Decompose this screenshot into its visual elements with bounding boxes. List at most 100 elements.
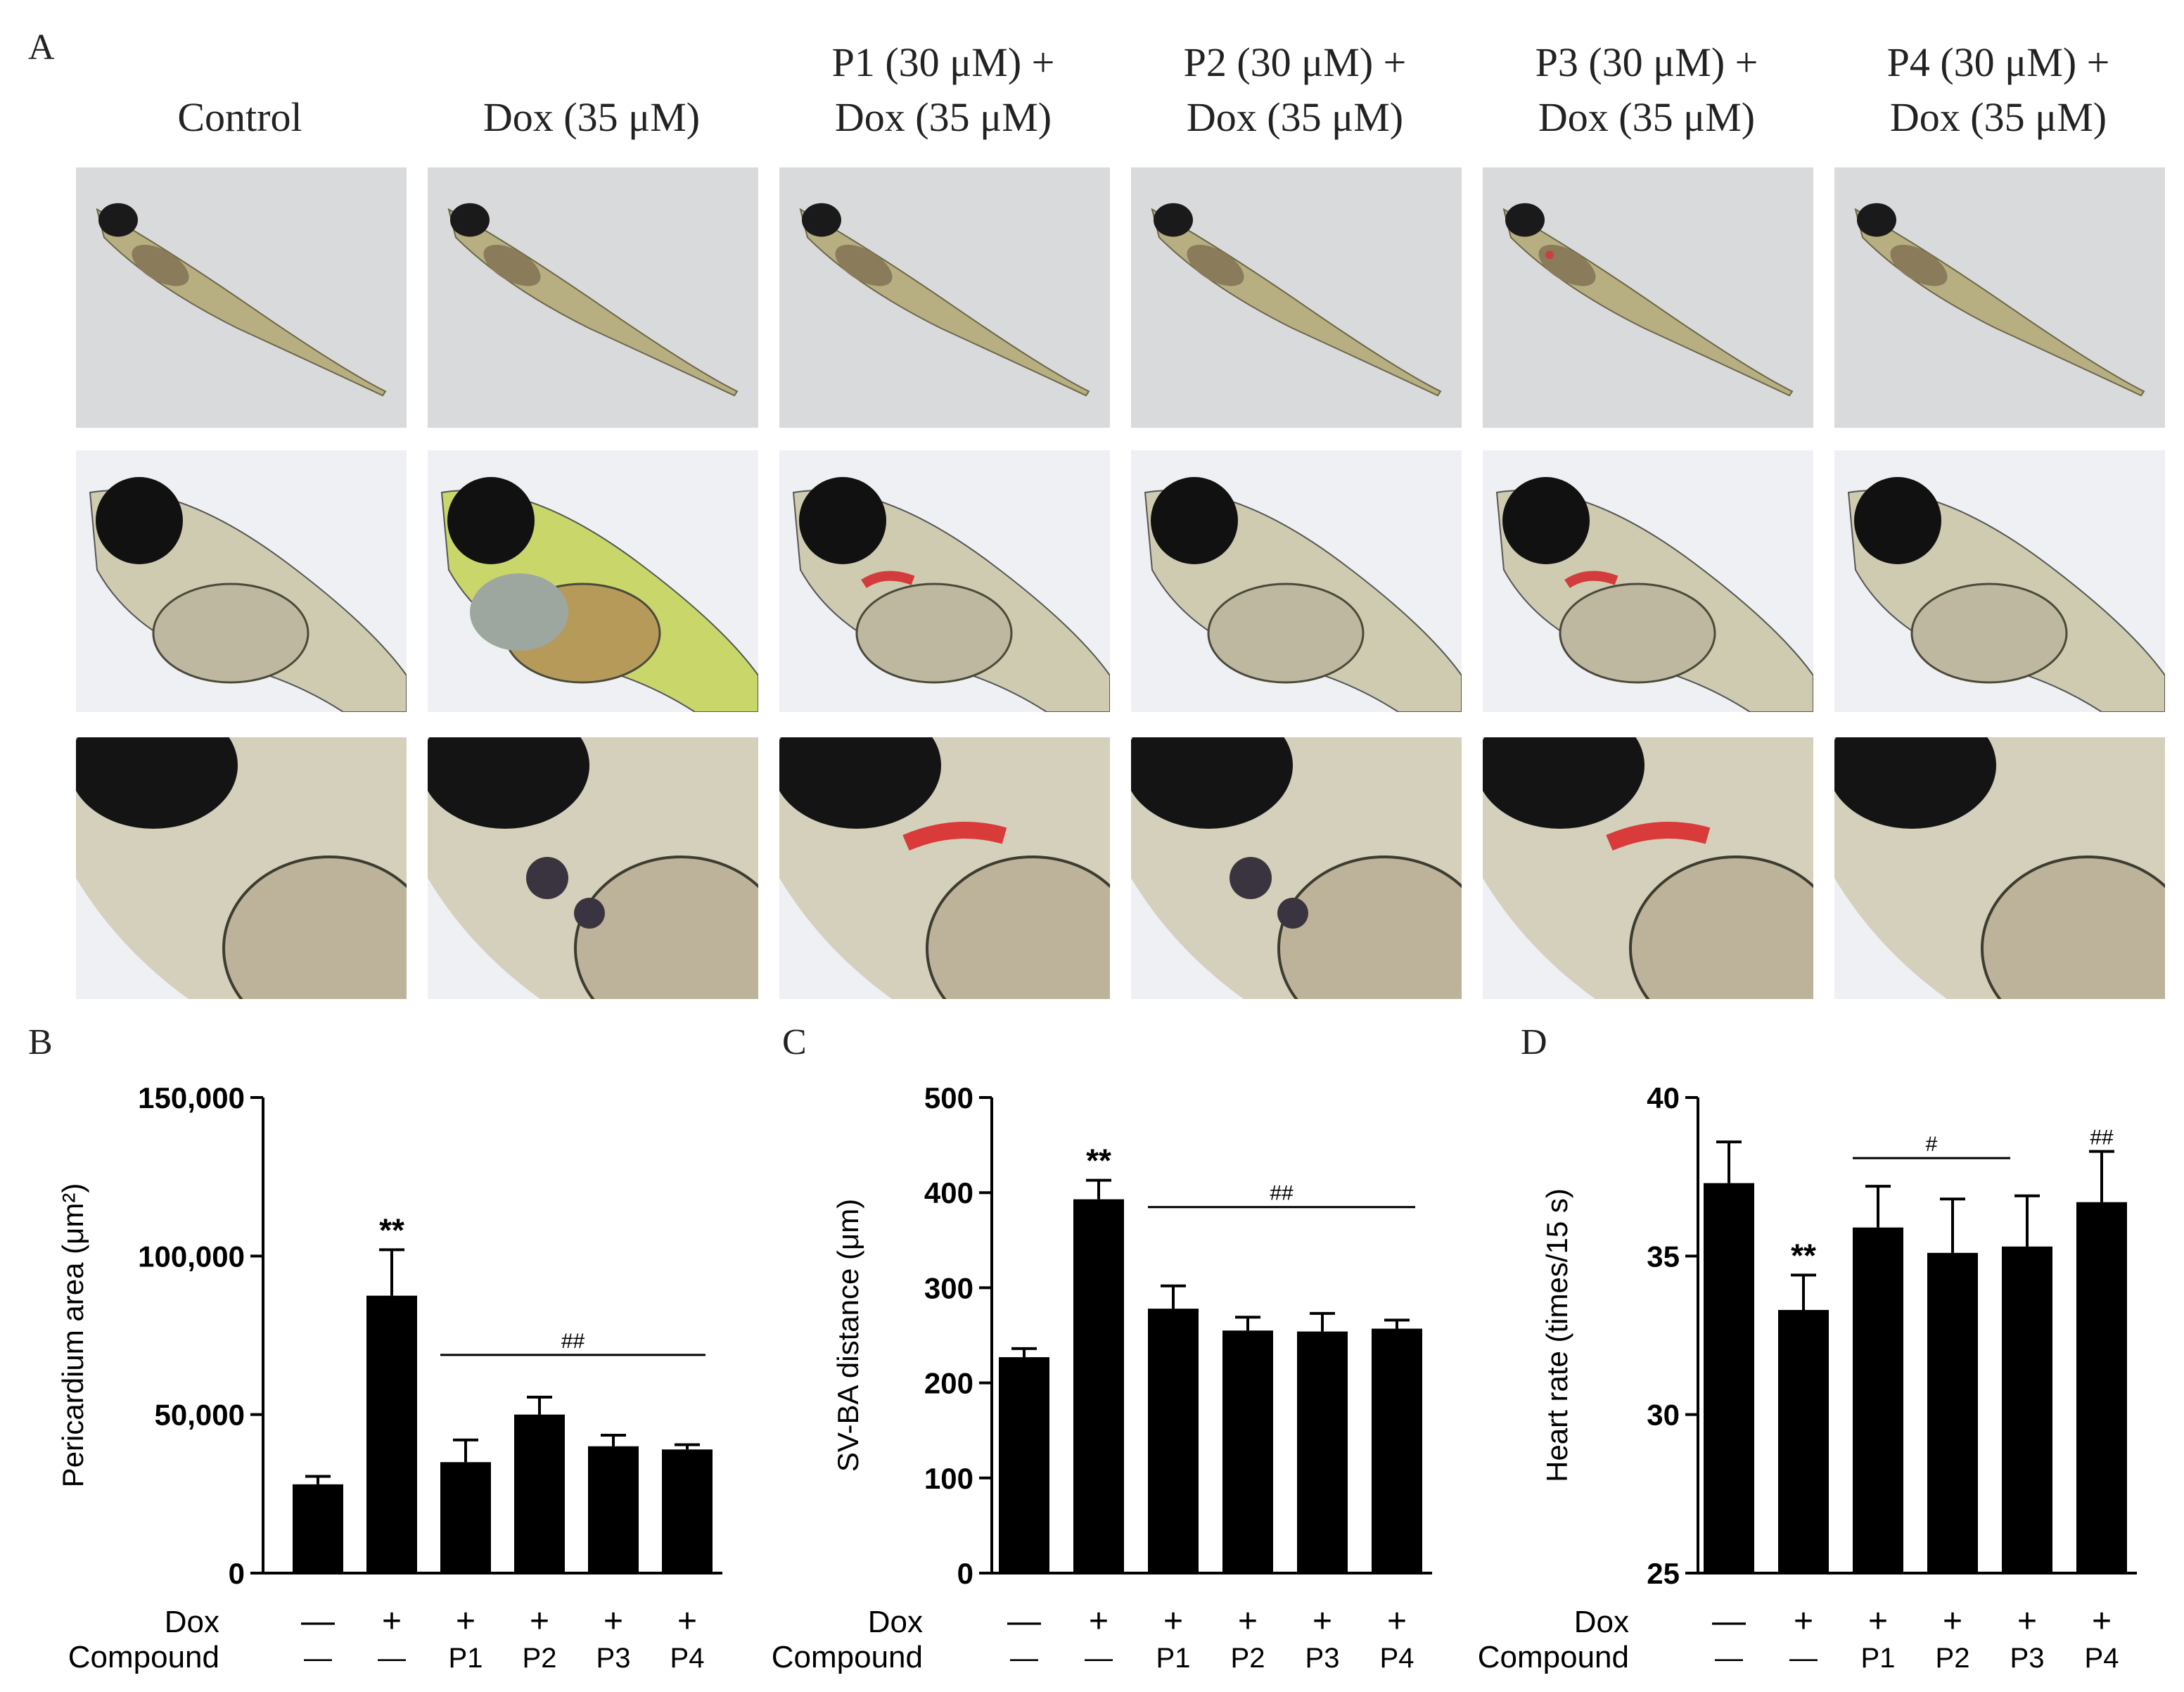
dox-value: — — [1007, 1603, 1041, 1640]
larva-eye — [1131, 737, 1293, 829]
larva-eye — [802, 203, 841, 237]
bar — [1073, 1199, 1124, 1573]
larva-eye — [450, 203, 490, 237]
bar — [662, 1449, 713, 1573]
larva-eye — [76, 737, 238, 829]
column-header-line: P2 (30 μM) + — [1183, 39, 1407, 85]
larva-yolk — [1277, 855, 1462, 999]
pigment-cluster — [1277, 898, 1308, 929]
pericardial-edema — [470, 573, 568, 651]
compound-value: P3 — [2010, 1643, 2045, 1674]
chart-heart-rate: 25 30 35 40 Heart rate (times/15 s) ** ## # Dox C… — [1456, 1027, 2184, 1688]
bar — [1222, 1330, 1273, 1573]
photo-heart-closeup-2 — [428, 737, 758, 999]
photo-head-region-1 — [76, 450, 407, 712]
photo-whole-larva-2 — [428, 167, 758, 428]
chart-pericardium-area: 0 50,000 100,000 150,000 Pericardium area (μ… — [0, 1027, 746, 1688]
compound-value: P4 — [2085, 1643, 2119, 1674]
photo-whole-larva-3 — [779, 167, 1110, 428]
compound-value: P2 — [1936, 1643, 1970, 1674]
photo-whole-larva-1 — [76, 167, 407, 428]
photo-heart-closeup-4 — [1131, 737, 1462, 999]
column-header-p3: P3 (30 μM) + Dox (35 μM) — [1481, 35, 1812, 145]
bar — [1853, 1227, 1903, 1573]
significance-marker: ## — [2090, 1126, 2114, 1150]
dox-value: — — [301, 1603, 335, 1640]
photo-head-region-3 — [779, 450, 1110, 712]
dox-value: — — [1712, 1603, 1746, 1640]
larva-yolk — [926, 855, 1110, 999]
larva-eye — [799, 477, 886, 564]
y-tick-label: 100 — [924, 1462, 973, 1495]
y-tick-label: 25 — [1647, 1557, 1680, 1590]
y-axis-label: Pericardium area (μm²) — [56, 1183, 89, 1488]
column-header-line: Dox (35 μM) — [1186, 94, 1404, 140]
y-tick-label: 30 — [1647, 1399, 1680, 1432]
bar — [1372, 1328, 1422, 1573]
dox-value: + — [1943, 1603, 1962, 1640]
photo-heart-closeup-3 — [779, 737, 1110, 999]
larva-yolk — [483, 244, 541, 286]
chart-svg-B: 0 50,000 100,000 150,000 Pericardium area (μ… — [56, 1081, 722, 1674]
significance-marker: ** — [379, 1211, 404, 1248]
y-tick-label: 40 — [1647, 1081, 1680, 1114]
photo-whole-larva-5 — [1483, 167, 1813, 428]
compound-value: P1 — [1156, 1643, 1191, 1674]
larva-eye — [1502, 477, 1590, 564]
larva-yolk — [855, 583, 1013, 684]
bar — [366, 1295, 417, 1573]
compound-row-label: Compound — [772, 1640, 923, 1674]
column-header-line: P1 (30 μM) + — [831, 39, 1055, 85]
dox-value: + — [382, 1603, 402, 1640]
pigment-cluster — [526, 857, 568, 899]
larva-yolk — [1910, 583, 2068, 684]
dox-value: + — [604, 1603, 623, 1640]
photo-whole-larva-4 — [1131, 167, 1462, 428]
bar — [588, 1446, 639, 1573]
larva-yolk — [1629, 855, 1813, 999]
bar — [1778, 1309, 1829, 1573]
compound-value: P3 — [596, 1643, 631, 1674]
bracket-marker: # — [1926, 1133, 1938, 1156]
column-header-dox: Dox (35 μM) — [426, 90, 757, 145]
compound-value: — — [1010, 1643, 1038, 1674]
larva-eye — [96, 477, 183, 564]
significance-marker: ** — [1791, 1237, 1816, 1273]
y-axis-label: SV-BA distance (μm) — [831, 1199, 864, 1472]
y-tick-label: 0 — [229, 1557, 245, 1590]
larva-yolk — [132, 244, 189, 286]
column-header-p4: P4 (30 μM) + Dox (35 μM) — [1833, 35, 2164, 145]
column-header-line: Dox (35 μM) — [1889, 94, 2107, 140]
compound-row-label: Compound — [68, 1640, 219, 1674]
dox-row-label: Dox — [868, 1605, 923, 1639]
y-tick-label: 200 — [924, 1367, 973, 1400]
y-tick-label: 50,000 — [155, 1399, 245, 1432]
larva-eye — [447, 477, 535, 564]
bar — [999, 1357, 1049, 1573]
compound-value: P3 — [1305, 1643, 1340, 1674]
larva-yolk — [222, 855, 407, 999]
y-tick-label: 400 — [924, 1176, 973, 1209]
photo-head-region-2 — [428, 450, 758, 712]
heart-red-region — [861, 571, 915, 588]
heart-red-region — [1606, 822, 1711, 851]
panel-label-b: B — [28, 1022, 53, 1062]
bar — [1704, 1183, 1754, 1573]
larva-yolk — [1559, 583, 1716, 684]
photo-head-region-4 — [1131, 450, 1462, 712]
y-tick-label: 150,000 — [138, 1081, 245, 1114]
larva-eye — [1854, 477, 1941, 564]
y-tick-label: 300 — [924, 1271, 973, 1304]
bar — [293, 1484, 343, 1573]
compound-value: — — [378, 1643, 406, 1674]
dox-value: + — [1868, 1603, 1888, 1640]
dox-value: + — [677, 1603, 697, 1640]
dox-value: + — [1089, 1603, 1109, 1640]
dox-row-label: Dox — [165, 1605, 219, 1639]
bracket-marker: ## — [561, 1330, 585, 1353]
larva-yolk — [1890, 244, 1948, 286]
larva-eye — [1857, 203, 1896, 237]
photo-head-region-6 — [1834, 450, 2165, 712]
bar — [440, 1462, 491, 1573]
